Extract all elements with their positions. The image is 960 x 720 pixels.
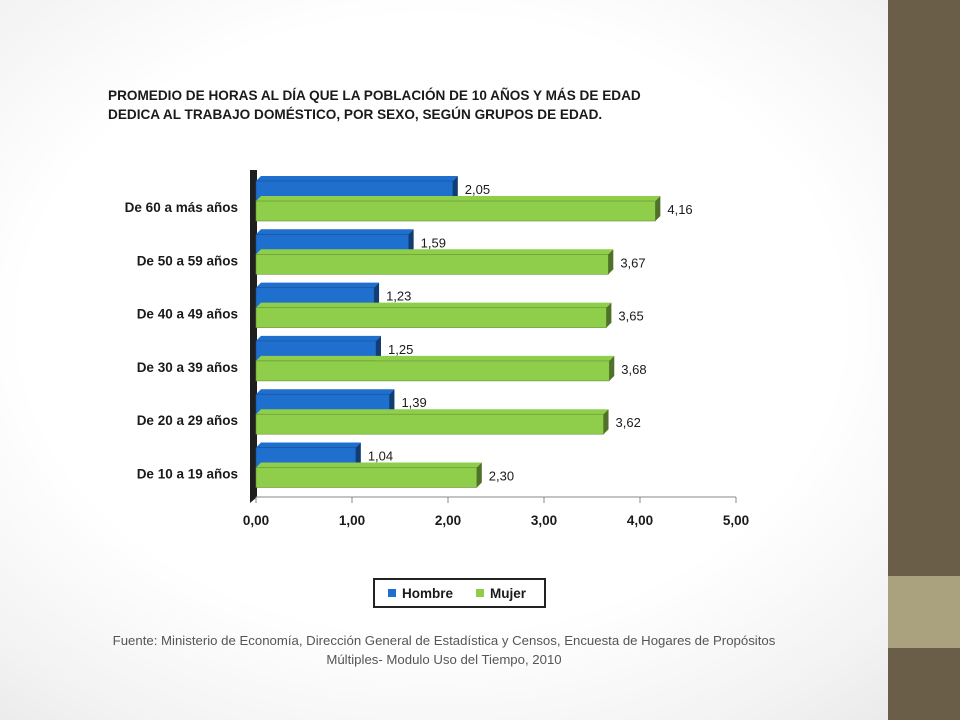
- source-line-1: Fuente: Ministerio de Economía, Direcció…: [112, 633, 776, 648]
- bar-top-face: [256, 389, 395, 395]
- legend-box: [373, 578, 546, 608]
- decorative-side-accent: [888, 576, 960, 648]
- bar-side-face: [374, 282, 380, 308]
- data-label: 1,25: [388, 342, 413, 357]
- legend-swatch-hombre: [388, 589, 396, 597]
- bar-mujer: [255, 360, 610, 382]
- bar-top-face: [256, 355, 615, 361]
- bar-side-face: [609, 355, 615, 381]
- data-label: 3,62: [616, 415, 641, 430]
- bar-side-face: [452, 176, 458, 201]
- category-label: De 10 a 19 años: [137, 467, 238, 482]
- chart-title-line-1: PROMEDIO DE HORAS AL DÍA QUE LA POBLACIÓ…: [108, 88, 641, 103]
- data-label: 2,30: [489, 469, 514, 484]
- category-label: De 20 a 29 años: [137, 413, 238, 428]
- x-tick-label: 2,00: [435, 513, 461, 528]
- data-label: 1,39: [401, 395, 426, 410]
- bar-top-face: [256, 196, 661, 201]
- bar-top-face: [256, 302, 612, 308]
- bar-top-face: [256, 176, 458, 181]
- data-label: 3,68: [621, 362, 646, 377]
- legend-swatch-mujer: [476, 589, 484, 597]
- category-label: De 30 a 39 años: [137, 360, 238, 375]
- bar-side-face: [608, 249, 614, 275]
- bar-top-face: [256, 442, 361, 448]
- legend-label-hombre: Hombre: [402, 586, 453, 601]
- data-label: 4,16: [667, 202, 692, 217]
- bar-mujer: [255, 307, 607, 328]
- bar-chart: 0,00 1,00 2,00 3,00 4,00 5,00 De 60 a más años…: [125, 170, 749, 608]
- bar-side-face: [606, 302, 612, 328]
- bar-top-face: [256, 335, 381, 341]
- source-note: Fuente: Ministerio de Economía, Direcció…: [60, 631, 828, 669]
- category-label: De 40 a 49 años: [137, 307, 238, 322]
- bar-side-face: [476, 462, 482, 488]
- data-label: 1,04: [368, 449, 393, 464]
- bar-mujer: [255, 254, 609, 275]
- chart-floor-edge: [250, 497, 257, 503]
- bar-top-face: [256, 249, 614, 255]
- bar-side-face: [376, 335, 381, 361]
- bar-side-face: [355, 442, 361, 468]
- data-label: 3,67: [620, 255, 645, 270]
- bar-side-face: [603, 409, 609, 435]
- data-label: 1,59: [421, 235, 446, 250]
- bar-side-face: [408, 229, 414, 255]
- chart-back-wall: [250, 170, 257, 497]
- legend-label-mujer: Mujer: [490, 586, 527, 601]
- bar-top-face: [256, 229, 414, 235]
- chart-title: PROMEDIO DE HORAS AL DÍA QUE LA POBLACIÓ…: [108, 86, 788, 124]
- data-label: 1,23: [386, 289, 411, 304]
- chart-title-line-2: DEDICA AL TRABAJO DOMÉSTICO, POR SEXO, S…: [108, 107, 603, 122]
- bar-top-face: [256, 282, 380, 288]
- data-label: 2,05: [465, 182, 490, 197]
- category-label: De 50 a 59 años: [137, 253, 238, 268]
- bar-mujer: [255, 413, 604, 435]
- bar-side-face: [655, 196, 661, 221]
- bar-mujer: [255, 467, 478, 488]
- x-tick-label: 3,00: [531, 513, 557, 528]
- data-label: 3,65: [618, 309, 643, 324]
- bar-side-face: [389, 389, 395, 415]
- x-tick-label: 4,00: [627, 513, 653, 528]
- bar-top-face: [256, 409, 609, 415]
- x-tick-label: 5,00: [723, 513, 749, 528]
- bar-mujer: [255, 200, 656, 222]
- category-label: De 60 a más años: [125, 200, 238, 215]
- x-tick-label: 1,00: [339, 513, 365, 528]
- x-tick-label: 0,00: [243, 513, 269, 528]
- bar-top-face: [256, 462, 482, 468]
- source-line-2: Múltiples- Modulo Uso del Tiempo, 2010: [326, 652, 562, 667]
